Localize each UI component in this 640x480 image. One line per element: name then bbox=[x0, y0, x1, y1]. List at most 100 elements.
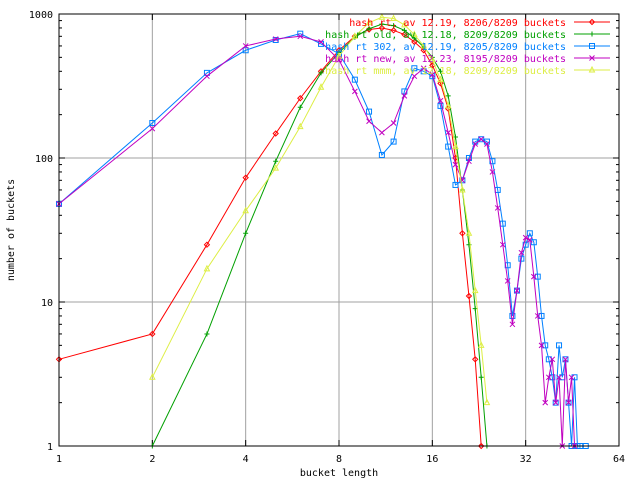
y-tick-label: 100 bbox=[35, 154, 53, 165]
data-point bbox=[478, 136, 485, 143]
data-point bbox=[204, 73, 210, 80]
data-point bbox=[452, 181, 459, 188]
data-point bbox=[149, 330, 156, 338]
data-point bbox=[530, 273, 537, 280]
data-point bbox=[534, 313, 541, 319]
data-point bbox=[242, 47, 249, 54]
data-point bbox=[556, 374, 562, 381]
data-point bbox=[390, 120, 397, 126]
x-tick-label: 8 bbox=[336, 454, 342, 465]
data-point bbox=[549, 374, 556, 381]
data-point bbox=[452, 161, 459, 168]
data-point bbox=[478, 136, 485, 143]
data-point bbox=[378, 151, 385, 158]
data-point bbox=[273, 158, 279, 164]
legend-label: hash rt new, av 12.23, 8195/8209 buckets bbox=[325, 54, 566, 65]
data-point bbox=[318, 39, 324, 45]
data-point bbox=[556, 342, 563, 349]
data-point bbox=[437, 75, 444, 83]
data-point bbox=[379, 21, 385, 27]
data-point bbox=[494, 205, 501, 211]
data-point bbox=[411, 38, 418, 46]
data-point bbox=[542, 399, 549, 406]
data-point bbox=[471, 286, 479, 294]
data-point bbox=[429, 73, 436, 80]
data-point bbox=[411, 30, 418, 38]
data-point bbox=[477, 341, 485, 348]
data-point bbox=[545, 356, 552, 363]
data-point bbox=[149, 125, 156, 132]
y-tick-label: 1 bbox=[47, 442, 53, 453]
data-point bbox=[351, 76, 358, 83]
data-point bbox=[204, 331, 210, 337]
data-point bbox=[542, 342, 549, 349]
data-point bbox=[149, 373, 156, 380]
data-point bbox=[351, 32, 359, 39]
data-point bbox=[489, 169, 496, 175]
data-point bbox=[296, 122, 304, 130]
data-point bbox=[466, 158, 472, 165]
legend-label: hash rt mmm, av 12.18, 8209/8209 buckets bbox=[325, 66, 566, 77]
data-point bbox=[203, 264, 211, 272]
x-tick-label: 64 bbox=[613, 454, 625, 465]
data-point bbox=[379, 129, 385, 136]
data-point bbox=[445, 93, 451, 99]
plot-frame bbox=[58, 13, 620, 447]
legend-item: hash rt, av 12.19, 8206/8209 buckets bbox=[349, 18, 610, 29]
data-point bbox=[437, 68, 443, 74]
legend-item: hash rt mmm, av 12.18, 8209/8209 buckets bbox=[325, 65, 610, 77]
x-tick-label: 1 bbox=[56, 454, 62, 465]
data-point bbox=[366, 108, 373, 115]
data-point bbox=[437, 102, 444, 109]
data-point bbox=[452, 142, 459, 150]
x-tick-label: 2 bbox=[149, 454, 155, 465]
data-point bbox=[472, 141, 479, 147]
data-point bbox=[335, 51, 343, 59]
data-point bbox=[437, 97, 444, 104]
data-point bbox=[242, 43, 249, 49]
data-point bbox=[242, 174, 249, 181]
data-point bbox=[203, 69, 210, 76]
series-layer bbox=[55, 13, 589, 450]
series-4 bbox=[56, 33, 578, 449]
legend-marker bbox=[589, 43, 595, 49]
data-point bbox=[534, 273, 541, 280]
data-point bbox=[459, 230, 466, 237]
data-point bbox=[391, 23, 397, 29]
data-point bbox=[538, 312, 545, 319]
data-point bbox=[526, 237, 533, 243]
legend-label: hash rt 302, av 12.19, 8205/8209 buckets bbox=[325, 42, 566, 53]
data-point bbox=[317, 83, 325, 90]
data-point bbox=[390, 138, 397, 145]
grid bbox=[59, 14, 619, 446]
legend-marker bbox=[588, 65, 596, 73]
data-point bbox=[509, 312, 516, 319]
x-tick-label: 32 bbox=[520, 454, 532, 465]
y-tick-label: 10 bbox=[41, 298, 53, 309]
x-tick-label: 16 bbox=[426, 454, 438, 465]
data-point bbox=[504, 278, 511, 284]
data-point bbox=[522, 234, 529, 241]
data-point bbox=[429, 55, 436, 63]
data-point bbox=[297, 104, 303, 110]
x-tick-label: 4 bbox=[243, 454, 249, 465]
data-point bbox=[272, 164, 280, 171]
data-point bbox=[390, 27, 397, 34]
data-point bbox=[483, 398, 491, 406]
data-point bbox=[149, 120, 156, 127]
data-point bbox=[444, 101, 452, 109]
data-point bbox=[552, 399, 559, 406]
data-point bbox=[401, 27, 407, 33]
data-point bbox=[514, 287, 520, 294]
data-point bbox=[378, 24, 386, 32]
data-point bbox=[411, 65, 418, 72]
data-point bbox=[297, 33, 304, 40]
data-point bbox=[445, 143, 452, 150]
legend-item: hash rt 302, av 12.19, 8205/8209 buckets bbox=[325, 42, 610, 53]
data-point bbox=[366, 26, 372, 32]
legend-label: hash rt, av 12.19, 8206/8209 buckets bbox=[349, 18, 566, 29]
series-2 bbox=[149, 21, 490, 449]
data-point bbox=[242, 206, 249, 214]
y-tick-label: 1000 bbox=[29, 10, 53, 21]
